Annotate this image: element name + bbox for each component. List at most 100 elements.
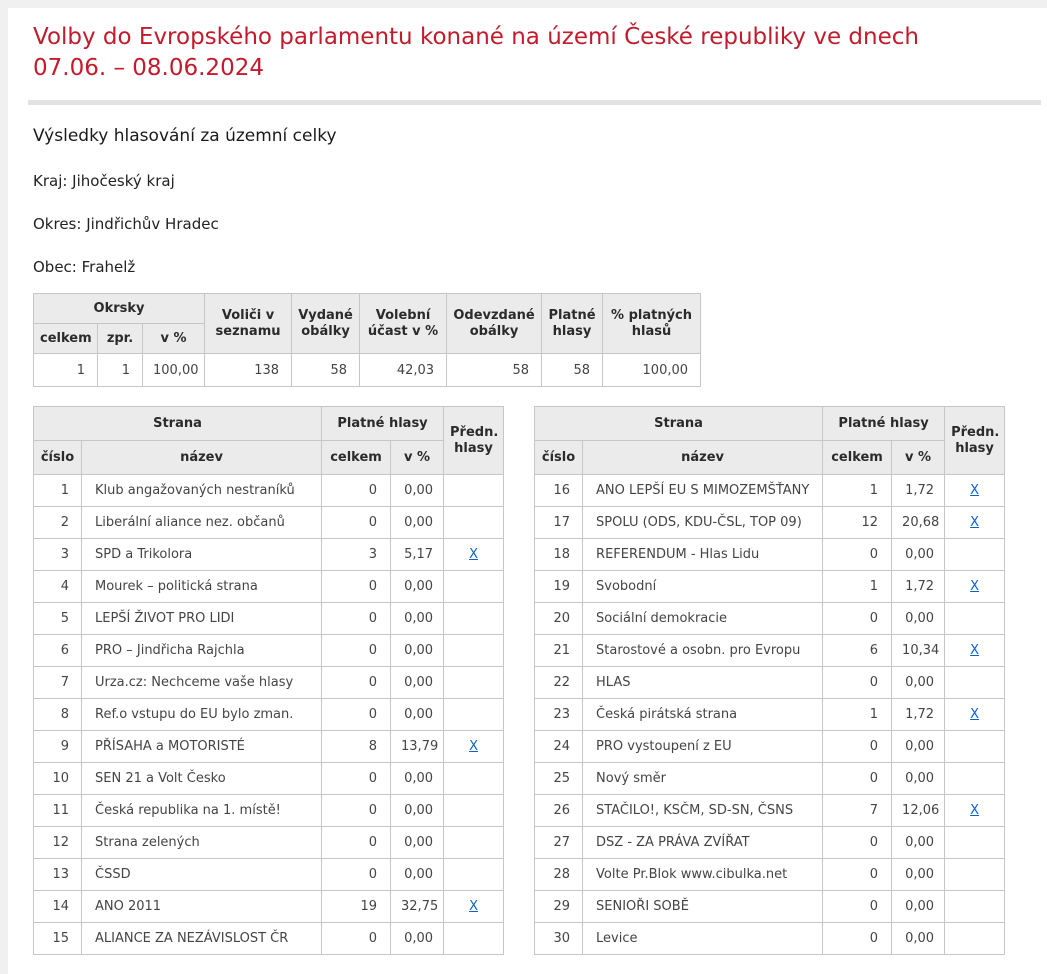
page-content: Volby do Evropského parlamentu konané na… xyxy=(8,8,1047,974)
title-divider xyxy=(28,100,1041,105)
party-votes-total: 0 xyxy=(321,922,392,955)
party-votes-total: 0 xyxy=(822,730,893,763)
party-number: 18 xyxy=(534,538,584,571)
preferential-votes-link[interactable]: X xyxy=(970,515,980,530)
party-row: 6 PRO – Jindřicha Rajchla 0 0,00 xyxy=(33,634,505,667)
party-pref-cell: X xyxy=(944,506,1006,539)
party-row: 3 SPD a Trikolora 3 5,17 X xyxy=(33,538,505,571)
party-name: SPD a Trikolora xyxy=(80,538,323,571)
party-votes-pct: 0,00 xyxy=(390,666,445,699)
party-votes-total: 0 xyxy=(321,570,392,603)
party-row: 13 ČSSD 0 0,00 xyxy=(33,858,505,891)
party-votes-total: 0 xyxy=(321,698,392,731)
party-number: 14 xyxy=(33,890,82,923)
party-votes-pct: 0,00 xyxy=(390,762,445,795)
party-votes-pct: 0,00 xyxy=(891,666,946,699)
summary-header-row-2: celkem zpr. v % xyxy=(33,323,701,354)
party-votes-pct: 12,06 xyxy=(891,794,946,827)
party-name: HLAS xyxy=(582,666,824,699)
party-name: Starostové a osobn. pro Evropu xyxy=(582,634,824,667)
party-table-left: Strana Platné hlasy Předn. hlasy číslo n… xyxy=(32,406,505,955)
party-votes-total: 6 xyxy=(822,634,893,667)
preferential-votes-link[interactable]: X xyxy=(970,483,980,498)
party-votes-total: 1 xyxy=(822,474,893,507)
party-name: LEPŠÍ ŽIVOT PRO LIDI xyxy=(80,602,323,635)
party-votes-total: 0 xyxy=(822,890,893,923)
party-name: Ref.o vstupu do EU bylo zman. xyxy=(80,698,323,731)
party-votes-total: 0 xyxy=(822,666,893,699)
party-name: STAČILO!, KSČM, SD-SN, ČSNS xyxy=(582,794,824,827)
summary-header-platne-hlasy: Platné hlasy xyxy=(541,293,604,354)
party-row: 7 Urza.cz: Nechceme vaše hlasy 0 0,00 xyxy=(33,666,505,699)
preferential-votes-link[interactable]: X xyxy=(970,803,980,818)
party-name: Klub angažovaných nestraníků xyxy=(80,474,323,507)
party-votes-total: 0 xyxy=(822,858,893,891)
party-votes-total: 0 xyxy=(321,762,392,795)
party-number: 25 xyxy=(534,762,584,795)
party-votes-pct: 32,75 xyxy=(390,890,445,923)
party-votes-total: 12 xyxy=(822,506,893,539)
summary-value-okrsky-celkem: 1 xyxy=(33,353,98,387)
party-name: Sociální demokracie xyxy=(582,602,824,635)
party-number: 5 xyxy=(33,602,82,635)
header-vpct: v % xyxy=(891,440,946,475)
party-row: 29 SENIOŘI SOBĚ 0 0,00 xyxy=(534,890,1006,923)
party-number: 30 xyxy=(534,922,584,955)
party-row: 19 Svobodní 1 1,72 X xyxy=(534,570,1006,603)
party-row: 20 Sociální demokracie 0 0,00 xyxy=(534,602,1006,635)
party-name: Mourek – politická strana xyxy=(80,570,323,603)
preferential-votes-link[interactable]: X xyxy=(469,899,478,914)
party-votes-total: 0 xyxy=(321,666,392,699)
party-votes-total: 3 xyxy=(321,538,392,571)
party-name: Volte Pr.Blok www.cibulka.net xyxy=(582,858,824,891)
party-name: SPOLU (ODS, KDU-ČSL, TOP 09) xyxy=(582,506,824,539)
party-row: 26 STAČILO!, KSČM, SD-SN, ČSNS 7 12,06 X xyxy=(534,794,1006,827)
party-votes-pct: 0,00 xyxy=(891,922,946,955)
party-votes-total: 0 xyxy=(321,506,392,539)
party-pref-cell xyxy=(944,858,1006,891)
party-votes-pct: 1,72 xyxy=(891,698,946,731)
party-header-row-1: Strana Platné hlasy Předn. hlasy xyxy=(534,406,1006,475)
header-strana: Strana xyxy=(534,406,824,441)
party-name: Levice xyxy=(582,922,824,955)
party-number: 15 xyxy=(33,922,82,955)
header-predn-hlasy: Předn. hlasy xyxy=(944,406,1006,475)
party-votes-total: 1 xyxy=(822,698,893,731)
party-row: 15 ALIANCE ZA NEZÁVISLOST ČR 0 0,00 xyxy=(33,922,505,955)
preferential-votes-link[interactable]: X xyxy=(469,739,478,754)
party-name: ANO 2011 xyxy=(80,890,323,923)
party-number: 20 xyxy=(534,602,584,635)
party-name: Urza.cz: Nechceme vaše hlasy xyxy=(80,666,323,699)
party-votes-pct: 0,00 xyxy=(390,602,445,635)
party-row: 2 Liberální aliance nez. občanů 0 0,00 xyxy=(33,506,505,539)
party-pref-cell xyxy=(944,730,1006,763)
header-platne-hlasy: Platné hlasy xyxy=(321,406,445,441)
party-number: 29 xyxy=(534,890,584,923)
party-pref-cell xyxy=(944,890,1006,923)
party-row: 28 Volte Pr.Blok www.cibulka.net 0 0,00 xyxy=(534,858,1006,891)
party-number: 13 xyxy=(33,858,82,891)
party-name: Česká republika na 1. místě! xyxy=(80,794,323,827)
summary-value-okrsky-vpct: 100,00 xyxy=(141,353,206,387)
region-obec: Obec: Frahelž xyxy=(33,258,136,276)
preferential-votes-link[interactable]: X xyxy=(469,547,478,562)
party-votes-pct: 20,68 xyxy=(891,506,946,539)
header-cislo: číslo xyxy=(534,440,584,475)
party-number: 16 xyxy=(534,474,584,507)
preferential-votes-link[interactable]: X xyxy=(970,643,980,658)
summary-header-pct-platnych: % platných hlasů xyxy=(602,293,702,354)
party-header-row-2: číslo název celkem v % xyxy=(33,440,504,475)
party-votes-pct: 0,00 xyxy=(390,634,445,667)
summary-header-row-1: Okrsky Voliči v seznamu Vydané obálky Vo… xyxy=(32,293,702,354)
party-number: 11 xyxy=(33,794,82,827)
party-name: ČSSD xyxy=(80,858,323,891)
preferential-votes-link[interactable]: X xyxy=(970,707,980,722)
header-nazev: název xyxy=(80,440,323,475)
header-cislo: číslo xyxy=(33,440,82,475)
party-row: 1 Klub angažovaných nestraníků 0 0,00 xyxy=(33,474,505,507)
party-pref-cell xyxy=(944,602,1006,635)
party-number: 17 xyxy=(534,506,584,539)
party-votes-pct: 0,00 xyxy=(891,730,946,763)
page-title: Volby do Evropského parlamentu konané na… xyxy=(33,24,919,81)
preferential-votes-link[interactable]: X xyxy=(970,579,980,594)
